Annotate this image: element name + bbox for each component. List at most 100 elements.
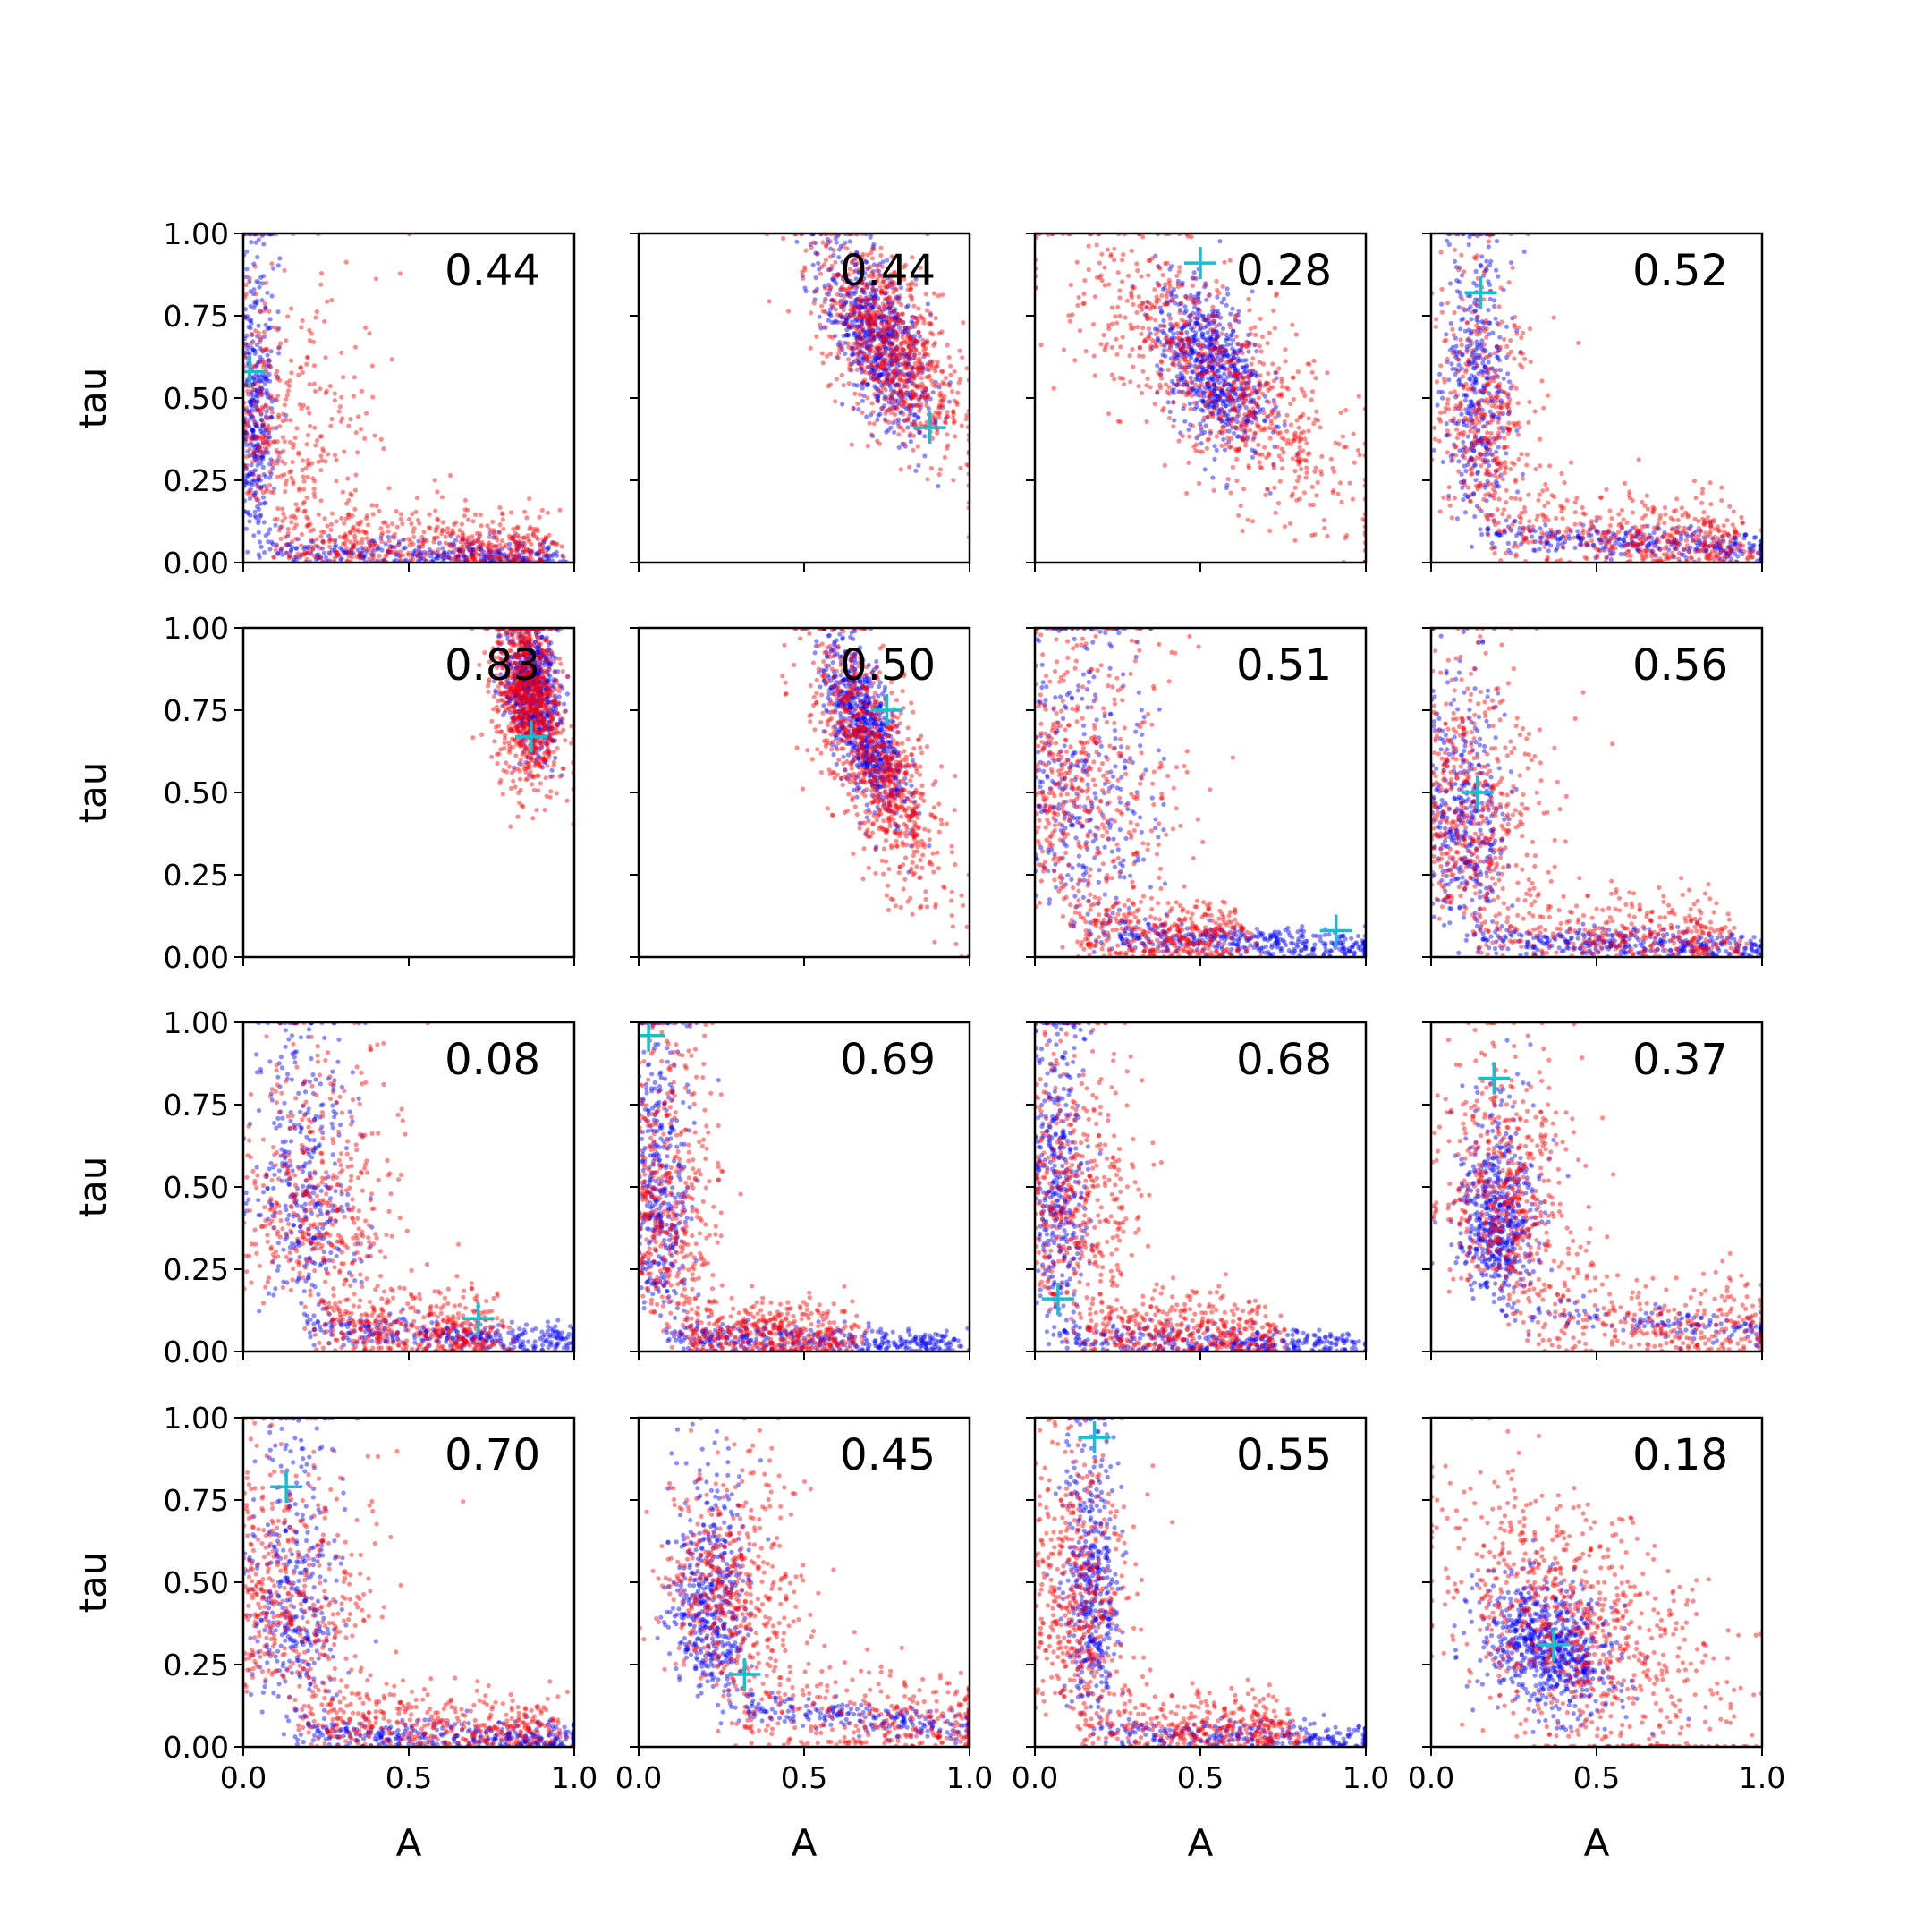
blue-point bbox=[933, 419, 938, 425]
red-point bbox=[1139, 390, 1145, 395]
red-point bbox=[414, 496, 419, 501]
blue-point bbox=[1448, 453, 1453, 459]
red-point bbox=[271, 555, 276, 560]
blue-point bbox=[922, 434, 928, 439]
blue-point bbox=[390, 545, 395, 550]
red-point bbox=[1169, 341, 1174, 346]
red-point bbox=[1145, 313, 1150, 318]
red-point bbox=[327, 383, 333, 389]
red-point bbox=[1145, 316, 1150, 321]
blue-point bbox=[1196, 385, 1201, 391]
blue-point bbox=[496, 530, 502, 535]
blue-point bbox=[896, 417, 902, 422]
red-point bbox=[900, 335, 905, 340]
red-point bbox=[921, 317, 927, 322]
blue-point bbox=[898, 411, 903, 416]
blue-point bbox=[863, 295, 869, 301]
red-point bbox=[923, 395, 929, 401]
blue-point bbox=[1212, 391, 1218, 396]
red-point bbox=[319, 529, 325, 535]
blue-point bbox=[253, 453, 259, 459]
blue-point bbox=[858, 348, 863, 353]
blue-point bbox=[1165, 400, 1171, 405]
red-point bbox=[504, 542, 509, 547]
red-point bbox=[318, 434, 323, 439]
blue-point bbox=[477, 544, 483, 549]
blue-point bbox=[897, 389, 902, 395]
red-point bbox=[272, 325, 277, 330]
blue-point bbox=[1461, 384, 1466, 389]
blue-point bbox=[1149, 345, 1155, 351]
blue-point bbox=[1209, 368, 1216, 373]
blue-point bbox=[830, 298, 835, 303]
red-point bbox=[925, 340, 930, 345]
blue-point bbox=[1191, 406, 1198, 411]
red-point bbox=[878, 288, 884, 294]
red-point bbox=[959, 423, 964, 428]
blue-point bbox=[1192, 359, 1199, 364]
blue-point bbox=[886, 400, 892, 405]
blue-point bbox=[1477, 437, 1482, 444]
blue-point bbox=[884, 328, 889, 334]
blue-point bbox=[1208, 345, 1213, 351]
red-point bbox=[385, 523, 390, 529]
blue-point bbox=[252, 478, 258, 483]
blue-point bbox=[861, 393, 867, 398]
blue-point bbox=[1212, 387, 1217, 394]
red-point bbox=[279, 459, 285, 464]
red-point bbox=[865, 395, 870, 401]
red-point bbox=[948, 363, 953, 369]
red-point bbox=[245, 421, 251, 427]
red-point bbox=[1225, 436, 1231, 441]
blue-point bbox=[250, 479, 255, 485]
red-point bbox=[1331, 487, 1336, 494]
blue-point bbox=[1456, 279, 1462, 284]
red-point bbox=[1153, 340, 1158, 345]
red-point bbox=[440, 527, 445, 532]
red-point bbox=[1154, 343, 1159, 349]
blue-point bbox=[1244, 418, 1250, 423]
red-point bbox=[951, 409, 956, 414]
red-point bbox=[275, 393, 281, 399]
blue-point bbox=[888, 352, 894, 358]
blue-point bbox=[364, 549, 369, 555]
red-point bbox=[445, 526, 451, 531]
red-point bbox=[961, 320, 966, 326]
red-point bbox=[858, 310, 863, 316]
blue-point bbox=[455, 554, 461, 559]
red-point bbox=[352, 487, 358, 493]
red-point bbox=[951, 411, 956, 417]
blue-point bbox=[1497, 368, 1503, 373]
red-point bbox=[1233, 351, 1239, 357]
red-point bbox=[1191, 275, 1197, 281]
red-point bbox=[912, 360, 919, 366]
red-point bbox=[845, 341, 851, 346]
blue-point bbox=[1199, 334, 1205, 339]
blue-point bbox=[1222, 409, 1227, 414]
blue-point bbox=[865, 266, 870, 272]
blue-point bbox=[1194, 311, 1199, 317]
blue-point bbox=[866, 321, 871, 326]
red-point bbox=[494, 535, 499, 540]
red-point bbox=[362, 436, 368, 441]
red-point bbox=[384, 552, 390, 557]
blue-point bbox=[270, 541, 275, 547]
red-point bbox=[928, 363, 934, 369]
red-point bbox=[842, 293, 847, 299]
blue-point bbox=[872, 369, 877, 374]
blue-point bbox=[251, 454, 257, 460]
red-point bbox=[1098, 342, 1104, 347]
red-point bbox=[1236, 446, 1242, 452]
blue-point bbox=[259, 281, 266, 286]
red-point bbox=[443, 534, 448, 539]
red-point bbox=[288, 418, 293, 423]
red-point bbox=[831, 272, 836, 278]
blue-point bbox=[1210, 332, 1216, 337]
red-point bbox=[1195, 352, 1200, 358]
red-point bbox=[1257, 460, 1262, 465]
red-point bbox=[1162, 301, 1167, 307]
red-point bbox=[343, 540, 348, 547]
blue-point bbox=[1725, 554, 1731, 559]
red-point bbox=[1271, 308, 1276, 313]
blue-point bbox=[1218, 344, 1224, 350]
